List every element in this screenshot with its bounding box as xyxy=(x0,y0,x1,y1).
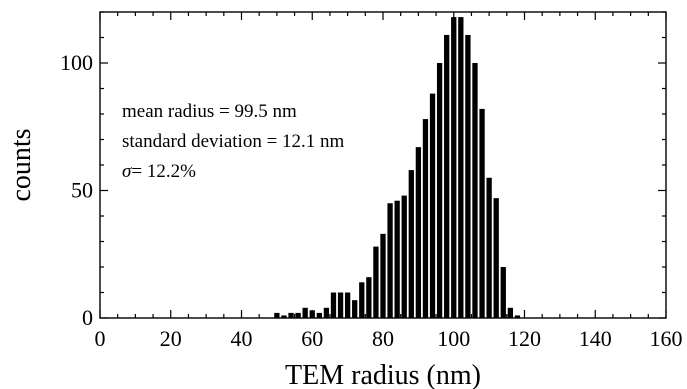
x-tick-label: 60 xyxy=(301,326,323,351)
x-tick-label: 80 xyxy=(372,326,394,351)
annotation-sigma: σ= 12.2% xyxy=(122,161,196,182)
histogram-bar xyxy=(507,307,513,318)
histogram-bar xyxy=(458,17,464,318)
histogram-bar xyxy=(316,312,322,318)
histogram-bar xyxy=(500,267,506,318)
x-tick-label: 160 xyxy=(650,326,683,351)
histogram-bar xyxy=(436,63,443,318)
histogram-bar xyxy=(451,17,457,318)
x-tick-label: 120 xyxy=(508,326,541,351)
histogram-bar xyxy=(337,292,344,318)
sigma-symbol: σ xyxy=(122,161,132,182)
histogram-bar xyxy=(281,315,287,318)
histogram-bar xyxy=(302,307,308,318)
histogram-bar xyxy=(493,198,499,318)
histogram-bar xyxy=(373,246,379,318)
histogram-bar xyxy=(295,312,301,318)
x-tick-label: 20 xyxy=(160,326,182,351)
x-tick-label: 140 xyxy=(579,326,612,351)
x-tick-label: 0 xyxy=(95,326,106,351)
histogram-bar xyxy=(288,312,294,318)
y-tick-label: 50 xyxy=(71,178,93,203)
histogram-bar xyxy=(366,277,372,318)
x-tick-label: 100 xyxy=(437,326,470,351)
histogram-bar xyxy=(359,282,365,318)
annotation-std: standard deviation = 12.1 nm xyxy=(122,131,345,152)
histogram-bar xyxy=(486,177,492,318)
histogram-bar xyxy=(479,108,485,319)
histogram-bar xyxy=(472,63,478,318)
y-axis-label: counts xyxy=(6,128,37,201)
annotation-mean: mean radius = 99.5 nm xyxy=(122,101,297,122)
histogram-bar xyxy=(465,34,471,318)
histogram-bar xyxy=(408,170,414,318)
sigma-value: = 12.2% xyxy=(131,161,196,182)
bars-group xyxy=(274,17,521,319)
histogram-bar xyxy=(344,292,351,318)
histogram-bar xyxy=(394,200,400,318)
tick-labels-group: 0 20 40 60 80 100 120 140 160 0 50 100 xyxy=(60,50,683,351)
histogram-bar xyxy=(429,93,436,318)
histogram-bar xyxy=(401,195,407,318)
histogram-bar xyxy=(514,315,521,318)
histogram-bar xyxy=(323,307,330,318)
histogram-bar xyxy=(352,300,358,318)
x-tick-label: 40 xyxy=(231,326,253,351)
histogram-bar xyxy=(422,119,429,318)
y-tick-label: 0 xyxy=(82,305,93,330)
x-axis-label: TEM radius (nm) xyxy=(285,360,481,389)
ticks-group xyxy=(99,11,667,319)
histogram-bar xyxy=(444,34,450,318)
histogram-bar xyxy=(380,233,386,318)
histogram-bar xyxy=(415,147,422,318)
y-tick-label: 100 xyxy=(60,50,93,75)
histogram-bar xyxy=(330,292,337,318)
histogram-bar xyxy=(387,203,393,318)
